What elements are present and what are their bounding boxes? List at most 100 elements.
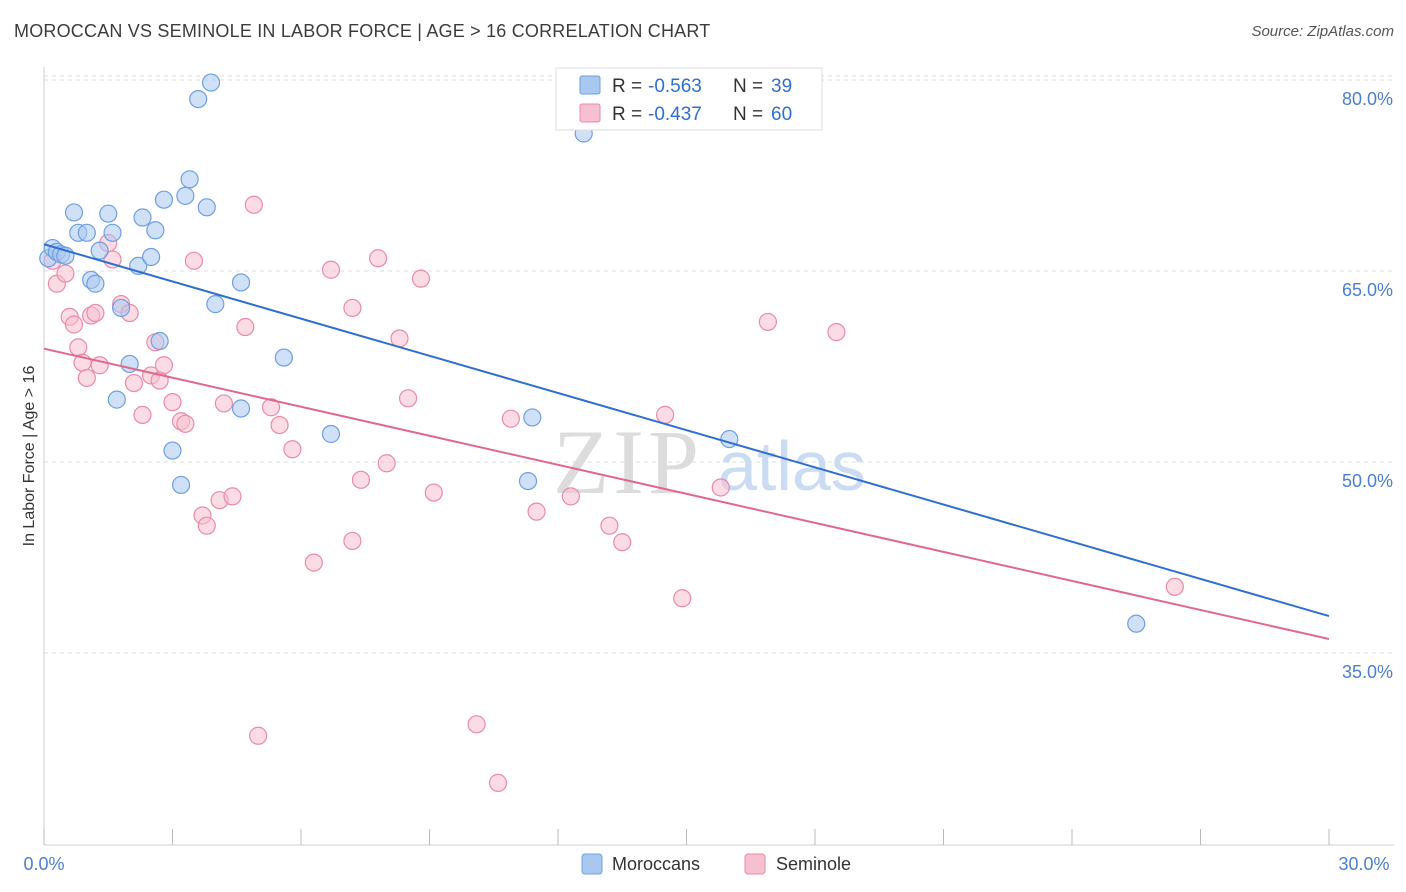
- legend-swatch-seminole: [744, 853, 766, 875]
- moroccan-point: [103, 223, 122, 242]
- seminole-point: [64, 315, 84, 334]
- stats-n-value-1: 39: [771, 76, 792, 97]
- moroccan-point: [64, 203, 84, 222]
- legend-swatch-moroccans: [581, 853, 603, 875]
- y-tick-label: 35.0%: [1342, 662, 1393, 682]
- seminole-point: [77, 368, 96, 388]
- seminole-point: [827, 323, 846, 342]
- moroccan-points: [39, 73, 1146, 633]
- legend-label-moroccans: Moroccans: [612, 854, 700, 874]
- y-tick-labels: 35.0% 50.0% 65.0% 80.0%: [1342, 89, 1393, 682]
- moroccan-point: [77, 223, 96, 242]
- moroccan-point: [150, 331, 169, 351]
- chart-source: Source: ZipAtlas.com: [1251, 23, 1394, 40]
- seminole-point: [154, 356, 174, 375]
- moroccan-point: [180, 170, 199, 189]
- seminole-point: [398, 389, 418, 408]
- seminole-point: [501, 409, 520, 428]
- stats-r-value-2: -0.437: [648, 104, 702, 125]
- seminole-point: [283, 440, 302, 459]
- stats-legend: R = -0.563 N = 39 R = -0.437 N = 60: [555, 67, 823, 131]
- seminole-point: [343, 531, 362, 551]
- moroccan-trend-line: [43, 243, 1330, 618]
- x-tick-label-min: 0.0%: [23, 854, 64, 874]
- seminole-point: [321, 260, 341, 279]
- moroccan-point: [321, 424, 341, 444]
- y-axis-label: In Labor Force | Age > 16: [21, 366, 38, 547]
- moroccan-point: [133, 208, 152, 227]
- moroccan-point: [141, 247, 161, 267]
- moroccan-point: [206, 295, 225, 314]
- stats-n-label-2: N =: [733, 104, 763, 125]
- seminole-point: [249, 726, 268, 745]
- stats-legend-swatch-seminole: [579, 103, 601, 123]
- seminole-point: [236, 317, 255, 337]
- seminole-point: [133, 405, 152, 424]
- seminole-point: [261, 398, 281, 417]
- legend-label-seminole: Seminole: [776, 854, 851, 874]
- moroccan-point: [518, 472, 538, 491]
- stats-n-label-1: N =: [733, 76, 763, 97]
- moroccan-point: [171, 475, 191, 495]
- seminole-point: [176, 414, 195, 433]
- seminole-point: [673, 589, 692, 608]
- stats-r-label-1: R =: [612, 76, 642, 97]
- seminole-point: [69, 338, 88, 357]
- seminole-point: [223, 487, 242, 506]
- seminole-point: [197, 516, 216, 535]
- series-legend: Moroccans Seminole: [581, 853, 851, 875]
- stats-r-label-2: R =: [612, 104, 642, 125]
- moroccan-point: [163, 441, 182, 460]
- moroccan-point: [231, 273, 251, 292]
- stats-n-value-2: 60: [771, 104, 792, 125]
- stats-r-value-1: -0.563: [648, 76, 702, 97]
- moroccan-point: [274, 348, 293, 367]
- moroccan-point: [523, 408, 542, 427]
- watermark-atlas: atlas: [718, 427, 866, 505]
- y-tick-label: 80.0%: [1342, 89, 1393, 109]
- seminole-point: [124, 373, 144, 393]
- moroccan-point: [176, 186, 195, 205]
- seminole-point: [424, 483, 443, 502]
- seminole-point: [488, 773, 508, 792]
- moroccan-point: [86, 274, 105, 293]
- seminole-point: [467, 715, 486, 734]
- seminole-point: [369, 249, 388, 268]
- seminole-point: [1165, 577, 1184, 596]
- seminole-point: [561, 487, 580, 506]
- axes: [43, 67, 1394, 846]
- seminole-point: [86, 303, 105, 323]
- moroccan-point: [90, 241, 109, 260]
- moroccan-point: [1127, 614, 1146, 633]
- seminole-point: [527, 502, 546, 521]
- seminole-point: [343, 298, 362, 318]
- y-tick-label: 50.0%: [1342, 471, 1393, 491]
- trend-lines: [43, 243, 1330, 640]
- moroccan-point: [154, 190, 174, 209]
- seminole-point: [377, 454, 396, 473]
- seminole-point: [163, 393, 182, 412]
- moroccan-point: [107, 390, 126, 409]
- seminole-point: [600, 516, 619, 535]
- seminole-point: [351, 470, 371, 489]
- seminole-point: [244, 195, 263, 214]
- seminole-point: [56, 264, 75, 283]
- moroccan-point: [146, 221, 165, 240]
- seminole-point: [711, 478, 730, 497]
- moroccan-point: [99, 204, 118, 223]
- seminole-point: [613, 533, 632, 552]
- seminole-point: [655, 405, 675, 424]
- seminole-point: [184, 251, 204, 270]
- seminole-point: [304, 553, 323, 572]
- x-ticks: [43, 829, 1330, 845]
- x-tick-label-max: 30.0%: [1338, 854, 1389, 874]
- moroccan-point: [201, 73, 221, 92]
- stats-legend-swatch-moroccans: [579, 75, 601, 95]
- y-tick-label: 65.0%: [1342, 280, 1393, 300]
- chart-title: MOROCCAN VS SEMINOLE IN LABOR FORCE | AG…: [14, 21, 711, 41]
- seminole-point: [214, 394, 233, 413]
- moroccan-point: [189, 89, 208, 109]
- grid: [44, 75, 1394, 654]
- seminole-point: [758, 312, 777, 332]
